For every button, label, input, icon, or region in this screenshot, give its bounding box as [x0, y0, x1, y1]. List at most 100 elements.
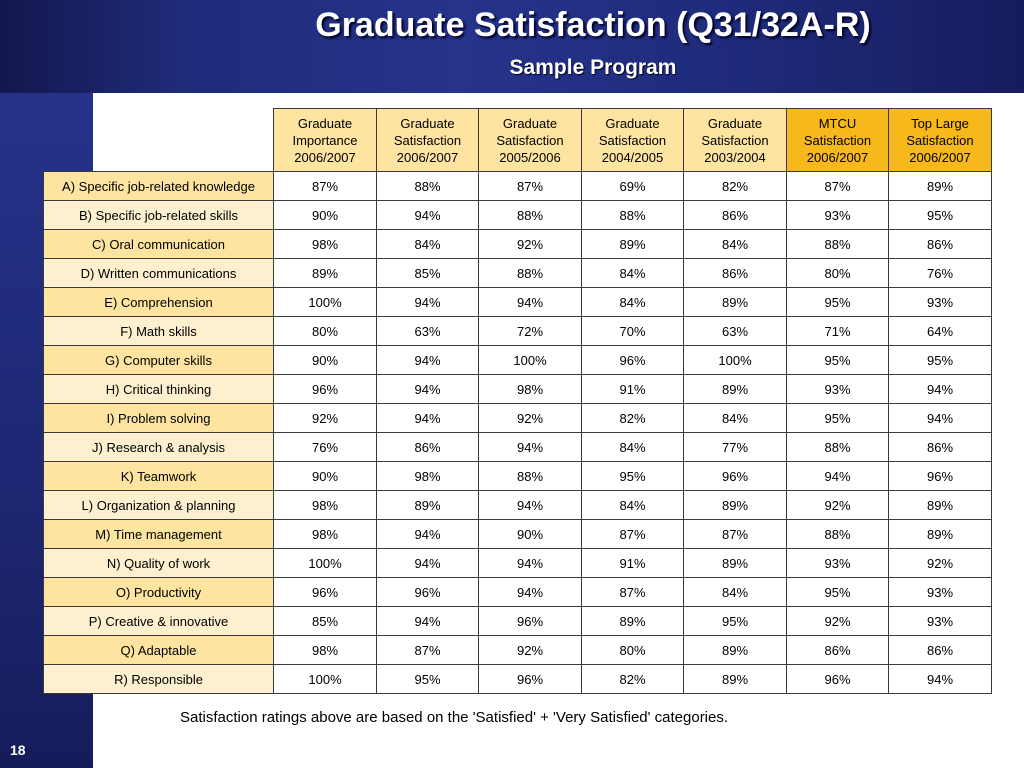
table-cell: 84%: [683, 403, 787, 433]
table-cell: 93%: [888, 606, 992, 636]
table-cell: 77%: [683, 432, 787, 462]
table-cell: 86%: [376, 432, 479, 462]
table-cell: 86%: [683, 258, 787, 288]
column-header: Graduate Satisfaction 2005/2006: [478, 108, 582, 172]
row-label: O) Productivity: [43, 577, 274, 607]
row-label: G) Computer skills: [43, 345, 274, 375]
table-cell: 96%: [376, 577, 479, 607]
table-cell: 87%: [376, 635, 479, 665]
table-cell: 89%: [273, 258, 377, 288]
table-cell: 89%: [581, 606, 684, 636]
row-label: R) Responsible: [43, 664, 274, 694]
table-cell: 92%: [478, 229, 582, 259]
table-cell: 98%: [273, 635, 377, 665]
satisfaction-table: Graduate Importance 2006/2007 Graduate Sati…: [43, 108, 992, 694]
page-number: 18: [10, 742, 26, 758]
table-corner: [44, 109, 274, 172]
column-header: Graduate Satisfaction 2003/2004: [683, 108, 787, 172]
table-cell: 88%: [478, 258, 582, 288]
table-row: F) Math skills 80% 63% 72% 70% 63% 71% 64%: [43, 316, 992, 346]
column-header: Top Large Satisfaction 2006/2007: [888, 108, 992, 172]
table-cell: 87%: [786, 171, 889, 201]
table-header-row: Graduate Importance 2006/2007 Graduate Sati…: [44, 108, 992, 172]
table-cell: 84%: [581, 432, 684, 462]
table-cell: 94%: [478, 548, 582, 578]
table-cell: 93%: [786, 200, 889, 230]
table-row: M) Time management 98% 94% 90% 87% 87% 88% 89%: [43, 519, 992, 549]
row-label: L) Organization & planning: [43, 490, 274, 520]
column-header: Graduate Importance 2006/2007: [273, 108, 377, 172]
table-cell: 95%: [888, 345, 992, 375]
table-body: A) Specific job-related knowledge 87% 88% 8…: [43, 171, 992, 694]
table-cell: 95%: [786, 403, 889, 433]
row-label: F) Math skills: [43, 316, 274, 346]
table-cell: 93%: [888, 287, 992, 317]
table-cell: 93%: [786, 374, 889, 404]
table-row: Q) Adaptable 98% 87% 92% 80% 89% 86% 86%: [43, 635, 992, 665]
table-cell: 94%: [376, 200, 479, 230]
table-cell: 84%: [581, 258, 684, 288]
table-cell: 95%: [581, 461, 684, 491]
table-cell: 85%: [376, 258, 479, 288]
table-cell: 63%: [683, 316, 787, 346]
table-row: L) Organization & planning 98% 89% 94% 84% 89…: [43, 490, 992, 520]
table-row: D) Written communications 89% 85% 88% 84% 86%…: [43, 258, 992, 288]
table-cell: 87%: [478, 171, 582, 201]
table-cell: 88%: [786, 432, 889, 462]
table-cell: 76%: [888, 258, 992, 288]
table-cell: 90%: [273, 345, 377, 375]
table-cell: 94%: [478, 577, 582, 607]
table-cell: 94%: [478, 287, 582, 317]
column-header: Graduate Satisfaction 2006/2007: [376, 108, 479, 172]
table-cell: 95%: [786, 577, 889, 607]
table-cell: 89%: [888, 490, 992, 520]
table-cell: 88%: [478, 461, 582, 491]
page-title: Graduate Satisfaction (Q31/32A-R): [315, 6, 871, 44]
table-cell: 82%: [581, 403, 684, 433]
column-header: MTCU Satisfaction 2006/2007: [786, 108, 889, 172]
table-cell: 96%: [273, 374, 377, 404]
table-cell: 96%: [786, 664, 889, 694]
table-cell: 96%: [478, 606, 582, 636]
table-row: H) Critical thinking 96% 94% 98% 91% 89% 93% 94…: [43, 374, 992, 404]
table-cell: 89%: [888, 519, 992, 549]
table-cell: 92%: [273, 403, 377, 433]
table-cell: 92%: [478, 635, 582, 665]
table-cell: 98%: [376, 461, 479, 491]
table-cell: 63%: [376, 316, 479, 346]
table-cell: 76%: [273, 432, 377, 462]
table-cell: 94%: [376, 519, 479, 549]
table-cell: 95%: [683, 606, 787, 636]
table-cell: 88%: [478, 200, 582, 230]
table-cell: 82%: [683, 171, 787, 201]
table-cell: 96%: [888, 461, 992, 491]
row-label: D) Written communications: [43, 258, 274, 288]
table-cell: 94%: [376, 374, 479, 404]
table-cell: 86%: [888, 635, 992, 665]
table-row: G) Computer skills 90% 94% 100% 96% 100% 95% 95…: [43, 345, 992, 375]
table-row: R) Responsible 100% 95% 96% 82% 89% 96% 94%: [43, 664, 992, 694]
table-cell: 86%: [683, 200, 787, 230]
table-row: A) Specific job-related knowledge 87% 88% 8…: [43, 171, 992, 201]
table-cell: 100%: [273, 548, 377, 578]
row-label: J) Research & analysis: [43, 432, 274, 462]
table-cell: 98%: [478, 374, 582, 404]
table-cell: 84%: [581, 287, 684, 317]
table-row: B) Specific job-related skills 90% 94% 88% 8…: [43, 200, 992, 230]
table-cell: 94%: [478, 432, 582, 462]
table-cell: 94%: [376, 287, 479, 317]
table-cell: 88%: [581, 200, 684, 230]
table-cell: 95%: [786, 345, 889, 375]
table-cell: 100%: [273, 287, 377, 317]
table-row: N) Quality of work 100% 94% 94% 91% 89% 93% 92%: [43, 548, 992, 578]
table-cell: 90%: [273, 461, 377, 491]
table-row: K) Teamwork 90% 98% 88% 95% 96% 94% 96%: [43, 461, 992, 491]
table-cell: 80%: [581, 635, 684, 665]
row-label: M) Time management: [43, 519, 274, 549]
table-cell: 89%: [888, 171, 992, 201]
table-cell: 95%: [888, 200, 992, 230]
row-label: Q) Adaptable: [43, 635, 274, 665]
table-row: P) Creative & innovative 85% 94% 96% 89% 95% 9…: [43, 606, 992, 636]
table-row: I) Problem solving 92% 94% 92% 82% 84% 95% 94%: [43, 403, 992, 433]
table-cell: 98%: [273, 519, 377, 549]
